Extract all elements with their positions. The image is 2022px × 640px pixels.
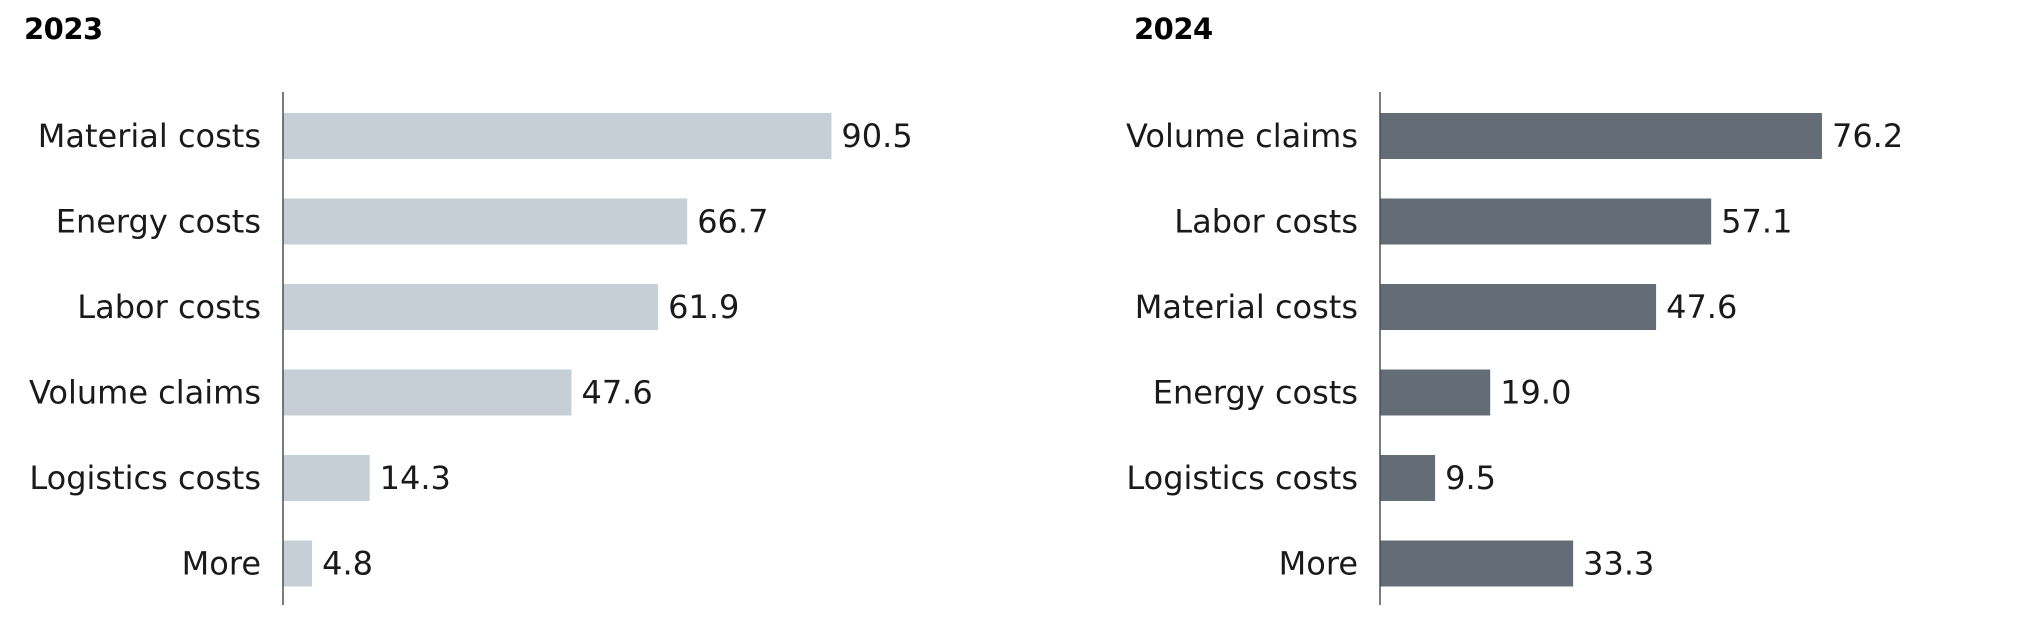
bar [1380, 284, 1657, 330]
bar [1380, 540, 1574, 587]
category-label: Volume claims [29, 374, 261, 412]
value-label: 61.9 [668, 288, 739, 326]
category-label: Labor costs [1174, 203, 1358, 241]
bar [283, 369, 572, 416]
chart-2024: 2024 Volume claims 76.2 Labor costs 57.1 Mat… [1098, 0, 2022, 640]
category-label: Material costs [1135, 288, 1358, 326]
value-label: 66.7 [697, 203, 768, 241]
bar [1380, 369, 1491, 416]
bar [283, 113, 832, 159]
chart-2023: 2023 Material costs 90.5 Energy costs 66.7 L… [24, 12, 913, 605]
value-label: 90.5 [841, 117, 912, 155]
chart-title: 2023 [24, 12, 103, 46]
value-label: 4.8 [322, 545, 373, 583]
chart-2023-plot: Material costs 90.5 Energy costs 66.7 Labor … [29, 92, 913, 605]
value-label: 9.5 [1445, 459, 1496, 497]
bar [283, 455, 370, 501]
value-label: 19.0 [1500, 374, 1571, 412]
bar [1380, 198, 1712, 245]
category-label: Volume claims [1126, 117, 1358, 155]
category-label: Energy costs [56, 203, 261, 241]
value-label: 47.6 [1666, 288, 1737, 326]
value-label: 33.3 [1583, 545, 1654, 583]
category-label: Labor costs [77, 288, 261, 326]
chart-2024-plot: Volume claims 76.2 Labor costs 57.1 Material… [1126, 92, 1903, 605]
category-label: More [1279, 545, 1358, 583]
bar [1380, 455, 1436, 501]
category-label: Logistics costs [29, 459, 261, 497]
bar [283, 284, 659, 330]
bar [283, 540, 313, 587]
value-label: 57.1 [1721, 203, 1792, 241]
chart-title: 2024 [1134, 12, 1213, 46]
value-label: 47.6 [581, 374, 652, 412]
category-label: Logistics costs [1126, 459, 1358, 497]
value-label: 14.3 [380, 459, 451, 497]
category-label: More [182, 545, 261, 583]
category-label: Material costs [38, 117, 261, 155]
category-label: Energy costs [1153, 374, 1358, 412]
bar [283, 198, 688, 245]
bar [1380, 113, 1822, 159]
value-label: 76.2 [1832, 117, 1903, 155]
